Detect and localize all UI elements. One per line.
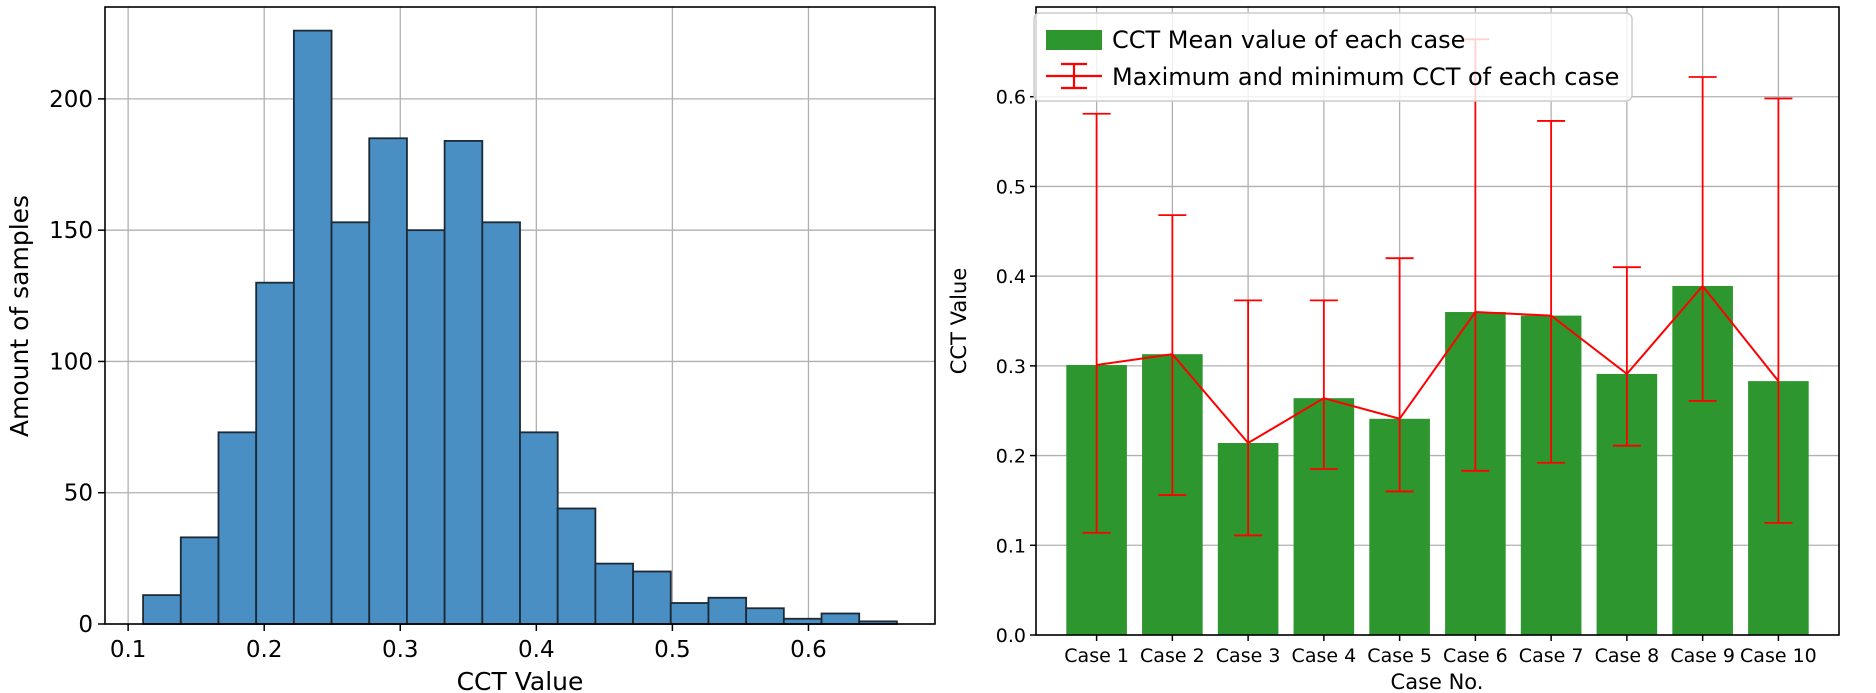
bar-chart-x-tick-label: Case 6 [1443,645,1508,667]
legend-swatch-errorbar [1046,62,1102,90]
legend: CCT Mean value of each case Maximum and … [1033,12,1633,102]
mean-value-line [1096,284,1780,445]
bar-chart-y-tick-label: 0.1 [996,535,1026,557]
histogram-y-tick-label: 200 [49,87,93,113]
bar-chart-error-bars [1082,38,1793,537]
bar-chart-x-tick-label: Case 2 [1140,645,1205,667]
bar-chart-y-axis-label: CCT Value [947,268,971,375]
histogram-x-tick-label: 0.4 [518,637,555,663]
histogram-bar [707,596,748,625]
histogram-chart: 0.1 0.2 0.3 0.4 0.5 0.6 0 50 100 150 200 CCT Valu… [5,6,936,693]
bar-chart-x-ticks: Case 1 Case 2 Case 3 Case 4 Case 5 Case 6 Case… [1064,635,1817,667]
legend-box [1033,12,1633,102]
bar-chart-axes-frame [1035,6,1840,636]
histogram-bar [255,281,295,625]
histogram-bar [481,221,521,625]
bar-chart-x-tick-label: Case 8 [1595,645,1660,667]
histogram-y-ticks: 0 50 100 150 200 [49,87,105,638]
histogram-bar [594,562,634,625]
histogram-bar [142,594,182,625]
histogram-x-axis-label: CCT Value [457,667,584,693]
histogram-bar [406,229,446,625]
histogram-axes-frame [104,6,936,625]
histogram-bar [292,29,333,625]
bar-chart-y-tick-label: 0.5 [996,176,1026,198]
histogram-x-ticks: 0.1 0.2 0.3 0.4 0.5 0.6 [110,624,827,663]
histogram-bar [330,221,371,625]
histogram-x-tick-label: 0.2 [246,637,283,663]
histogram-y-tick-label: 50 [64,481,93,507]
histogram-bar [179,536,220,625]
bar-chart-x-tick-label: Case 3 [1216,645,1281,667]
bar-chart-x-tick-label: Case 10 [1740,645,1817,667]
histogram-bar [669,602,710,625]
bar-chart-x-tick-label: Case 7 [1519,645,1584,667]
bar-chart-x-tick-label: Case 9 [1670,645,1735,667]
histogram-bar [745,607,785,625]
bar-chart-x-tick-label: Case 1 [1064,645,1129,667]
legend-label-errorbar: Maximum and minimum CCT of each case [1112,63,1619,91]
histogram-y-tick-label: 100 [49,349,93,375]
legend-label-mean: CCT Mean value of each case [1112,26,1465,54]
histogram-bar [632,570,672,625]
bar-chart-x-axis-label: Case No. [1391,670,1484,693]
histogram-bar [820,612,861,625]
histogram-x-tick-label: 0.1 [110,637,147,663]
histogram-bar [368,137,408,625]
case-bar-chart: Case 1 Case 2 Case 3 Case 4 Case 5 Case 6 Case… [947,6,1840,693]
histogram-y-tick-label: 150 [49,218,93,244]
bar-chart-y-ticks: 0.0 0.1 0.2 0.3 0.4 0.5 0.6 [996,87,1036,647]
histogram-x-tick-label: 0.3 [382,637,419,663]
bar-chart-x-tick-label: Case 4 [1292,645,1357,667]
histogram-y-tick-label: 0 [78,612,93,638]
histogram-bar [217,431,258,625]
legend-swatch-mean [1046,30,1102,50]
bar-chart-y-tick-label: 0.4 [996,266,1026,288]
bar-chart-y-tick-label: 0.6 [996,87,1026,109]
histogram-bars [142,29,898,625]
histogram-y-axis-label: Amount of samples [5,195,34,437]
histogram-bar [519,431,559,625]
bar-chart-x-tick-label: Case 5 [1367,645,1432,667]
bar-chart-y-tick-label: 0.0 [996,625,1026,647]
histogram-bar [556,507,597,625]
bar-chart-y-tick-label: 0.3 [996,356,1026,378]
histogram-x-tick-label: 0.5 [654,637,691,663]
histogram-bar [443,140,484,625]
bar-chart-y-tick-label: 0.2 [996,446,1026,468]
histogram-x-tick-label: 0.6 [790,637,827,663]
